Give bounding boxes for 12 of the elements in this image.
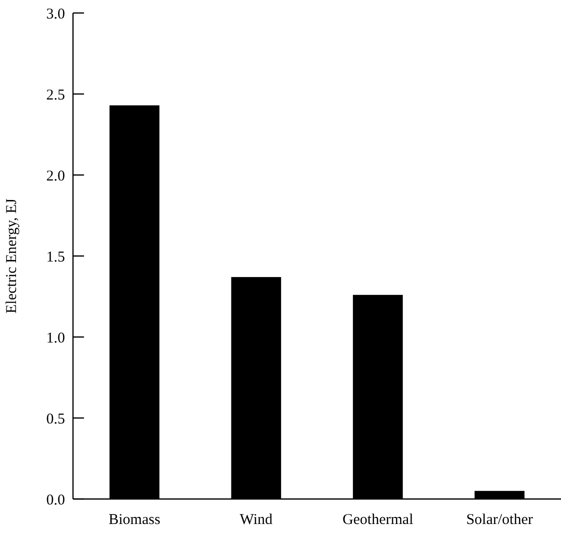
y-tick-label: 0.0 (46, 492, 65, 508)
x-tick-label: Solar/other (466, 512, 533, 528)
y-axis-title: Electric Energy, EJ (4, 198, 20, 314)
x-tick-label: Wind (240, 512, 274, 528)
y-tick-label: 1.5 (46, 249, 65, 266)
y-tick-label: 2.5 (46, 87, 65, 104)
y-tick-label: 2.0 (46, 168, 65, 184)
x-tick-label: Geothermal (342, 512, 414, 528)
y-tick-label: 0.5 (46, 411, 65, 428)
y-tick-label: 3.0 (46, 6, 65, 22)
y-tick-label: 1.0 (46, 330, 65, 346)
x-tick-label: Biomass (108, 512, 160, 528)
